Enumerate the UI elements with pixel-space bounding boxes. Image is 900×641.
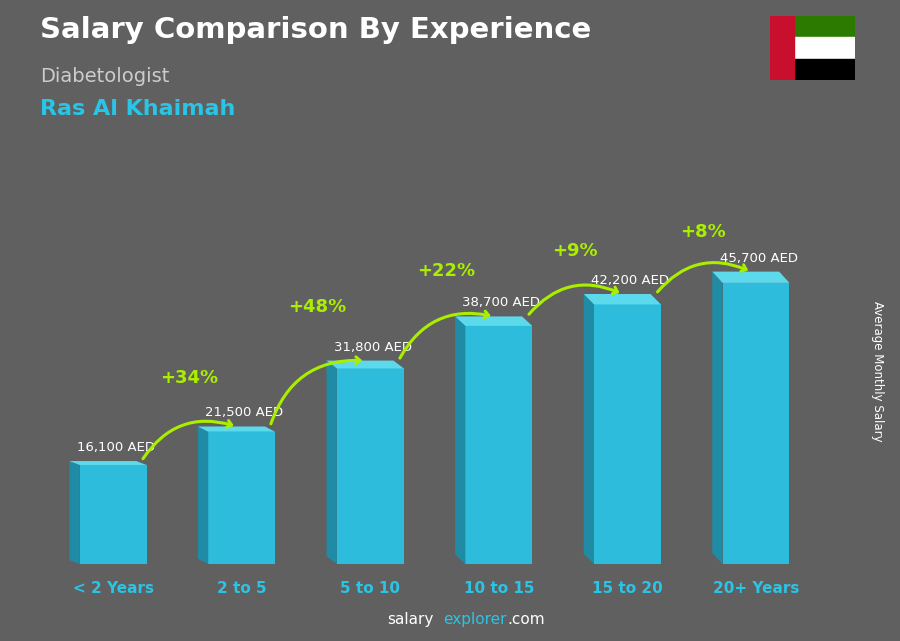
Polygon shape: [712, 272, 723, 564]
Polygon shape: [712, 272, 789, 283]
Text: Ras Al Khaimah: Ras Al Khaimah: [40, 99, 236, 119]
Text: 42,200 AED: 42,200 AED: [591, 274, 669, 287]
Text: 5 to 10: 5 to 10: [340, 581, 400, 596]
Polygon shape: [455, 317, 465, 564]
Text: 21,500 AED: 21,500 AED: [205, 406, 284, 419]
Text: +22%: +22%: [417, 262, 475, 280]
Bar: [770, 16, 794, 80]
Text: +8%: +8%: [680, 222, 726, 240]
Text: 45,700 AED: 45,700 AED: [720, 251, 797, 265]
Text: .com: .com: [508, 612, 545, 627]
Text: salary: salary: [387, 612, 434, 627]
Text: Average Monthly Salary: Average Monthly Salary: [871, 301, 884, 442]
Polygon shape: [327, 361, 337, 564]
Polygon shape: [208, 432, 275, 564]
Polygon shape: [584, 294, 661, 304]
Polygon shape: [455, 317, 532, 326]
Polygon shape: [69, 461, 80, 564]
Polygon shape: [327, 361, 404, 369]
Bar: [770, 59, 855, 80]
Text: 31,800 AED: 31,800 AED: [334, 340, 412, 354]
Polygon shape: [198, 426, 275, 432]
Text: 38,700 AED: 38,700 AED: [463, 296, 540, 310]
Polygon shape: [594, 304, 661, 564]
Text: 16,100 AED: 16,100 AED: [76, 441, 155, 454]
Text: +34%: +34%: [160, 369, 218, 387]
Text: 20+ Years: 20+ Years: [713, 581, 799, 596]
Polygon shape: [69, 461, 147, 465]
Bar: [770, 37, 855, 59]
Polygon shape: [80, 465, 147, 564]
Text: 10 to 15: 10 to 15: [464, 581, 534, 596]
Text: explorer: explorer: [443, 612, 507, 627]
Polygon shape: [465, 326, 532, 564]
Text: 2 to 5: 2 to 5: [217, 581, 266, 596]
Text: +48%: +48%: [288, 297, 346, 315]
Text: Salary Comparison By Experience: Salary Comparison By Experience: [40, 16, 592, 44]
Polygon shape: [198, 426, 208, 564]
Polygon shape: [584, 294, 594, 564]
Bar: [770, 16, 855, 37]
Text: < 2 Years: < 2 Years: [73, 581, 154, 596]
Text: Diabetologist: Diabetologist: [40, 67, 170, 87]
Polygon shape: [337, 369, 404, 564]
Text: 15 to 20: 15 to 20: [592, 581, 662, 596]
Text: +9%: +9%: [552, 242, 598, 260]
Polygon shape: [723, 283, 789, 564]
